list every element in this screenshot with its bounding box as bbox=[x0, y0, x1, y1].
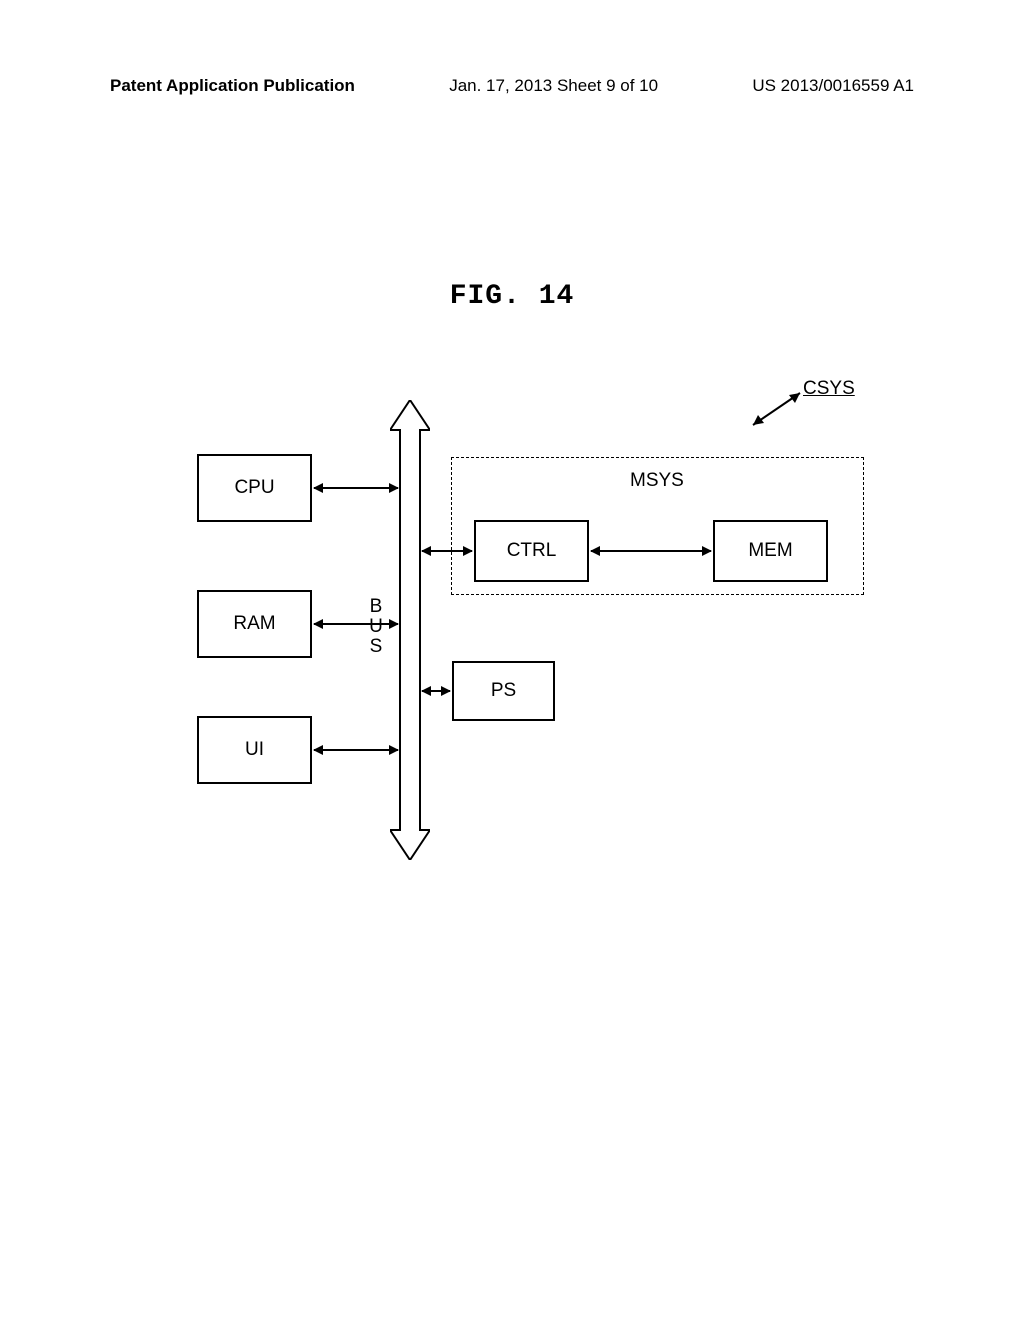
block-label: CTRL bbox=[507, 540, 557, 562]
page-header: Patent Application Publication Jan. 17, … bbox=[0, 76, 1024, 96]
block-ram: RAM bbox=[197, 590, 312, 658]
diagram-canvas: CSYS B U S CPU RAM UI MSYS CTRL MEM PS bbox=[150, 365, 890, 885]
header-left: Patent Application Publication bbox=[110, 76, 355, 96]
bus-arrow-icon bbox=[390, 400, 430, 860]
block-mem: MEM bbox=[713, 520, 828, 582]
connector-arrow bbox=[591, 550, 711, 552]
block-label: RAM bbox=[233, 613, 275, 635]
bus-label: B U S bbox=[368, 597, 384, 657]
connector-arrow bbox=[422, 550, 472, 552]
bus-label-char: S bbox=[370, 636, 383, 657]
block-ctrl: CTRL bbox=[474, 520, 589, 582]
connector-arrow bbox=[314, 623, 398, 625]
bus-label-char: U bbox=[369, 616, 383, 637]
connector-arrow bbox=[314, 749, 398, 751]
header-center: Jan. 17, 2013 Sheet 9 of 10 bbox=[449, 76, 658, 96]
block-ui: UI bbox=[197, 716, 312, 784]
block-ps: PS bbox=[452, 661, 555, 721]
block-label: UI bbox=[245, 739, 264, 761]
connector-arrow bbox=[314, 487, 398, 489]
connector-arrow bbox=[422, 690, 450, 692]
leader-arrow-icon bbox=[745, 383, 815, 433]
figure-title: FIG. 14 bbox=[0, 281, 1024, 312]
group-label-msys: MSYS bbox=[630, 470, 684, 492]
block-label: PS bbox=[491, 680, 516, 702]
bus-label-char: B bbox=[370, 596, 383, 617]
block-label: MEM bbox=[748, 540, 792, 562]
header-right: US 2013/0016559 A1 bbox=[752, 76, 914, 96]
block-cpu: CPU bbox=[197, 454, 312, 522]
block-label: CPU bbox=[234, 477, 274, 499]
